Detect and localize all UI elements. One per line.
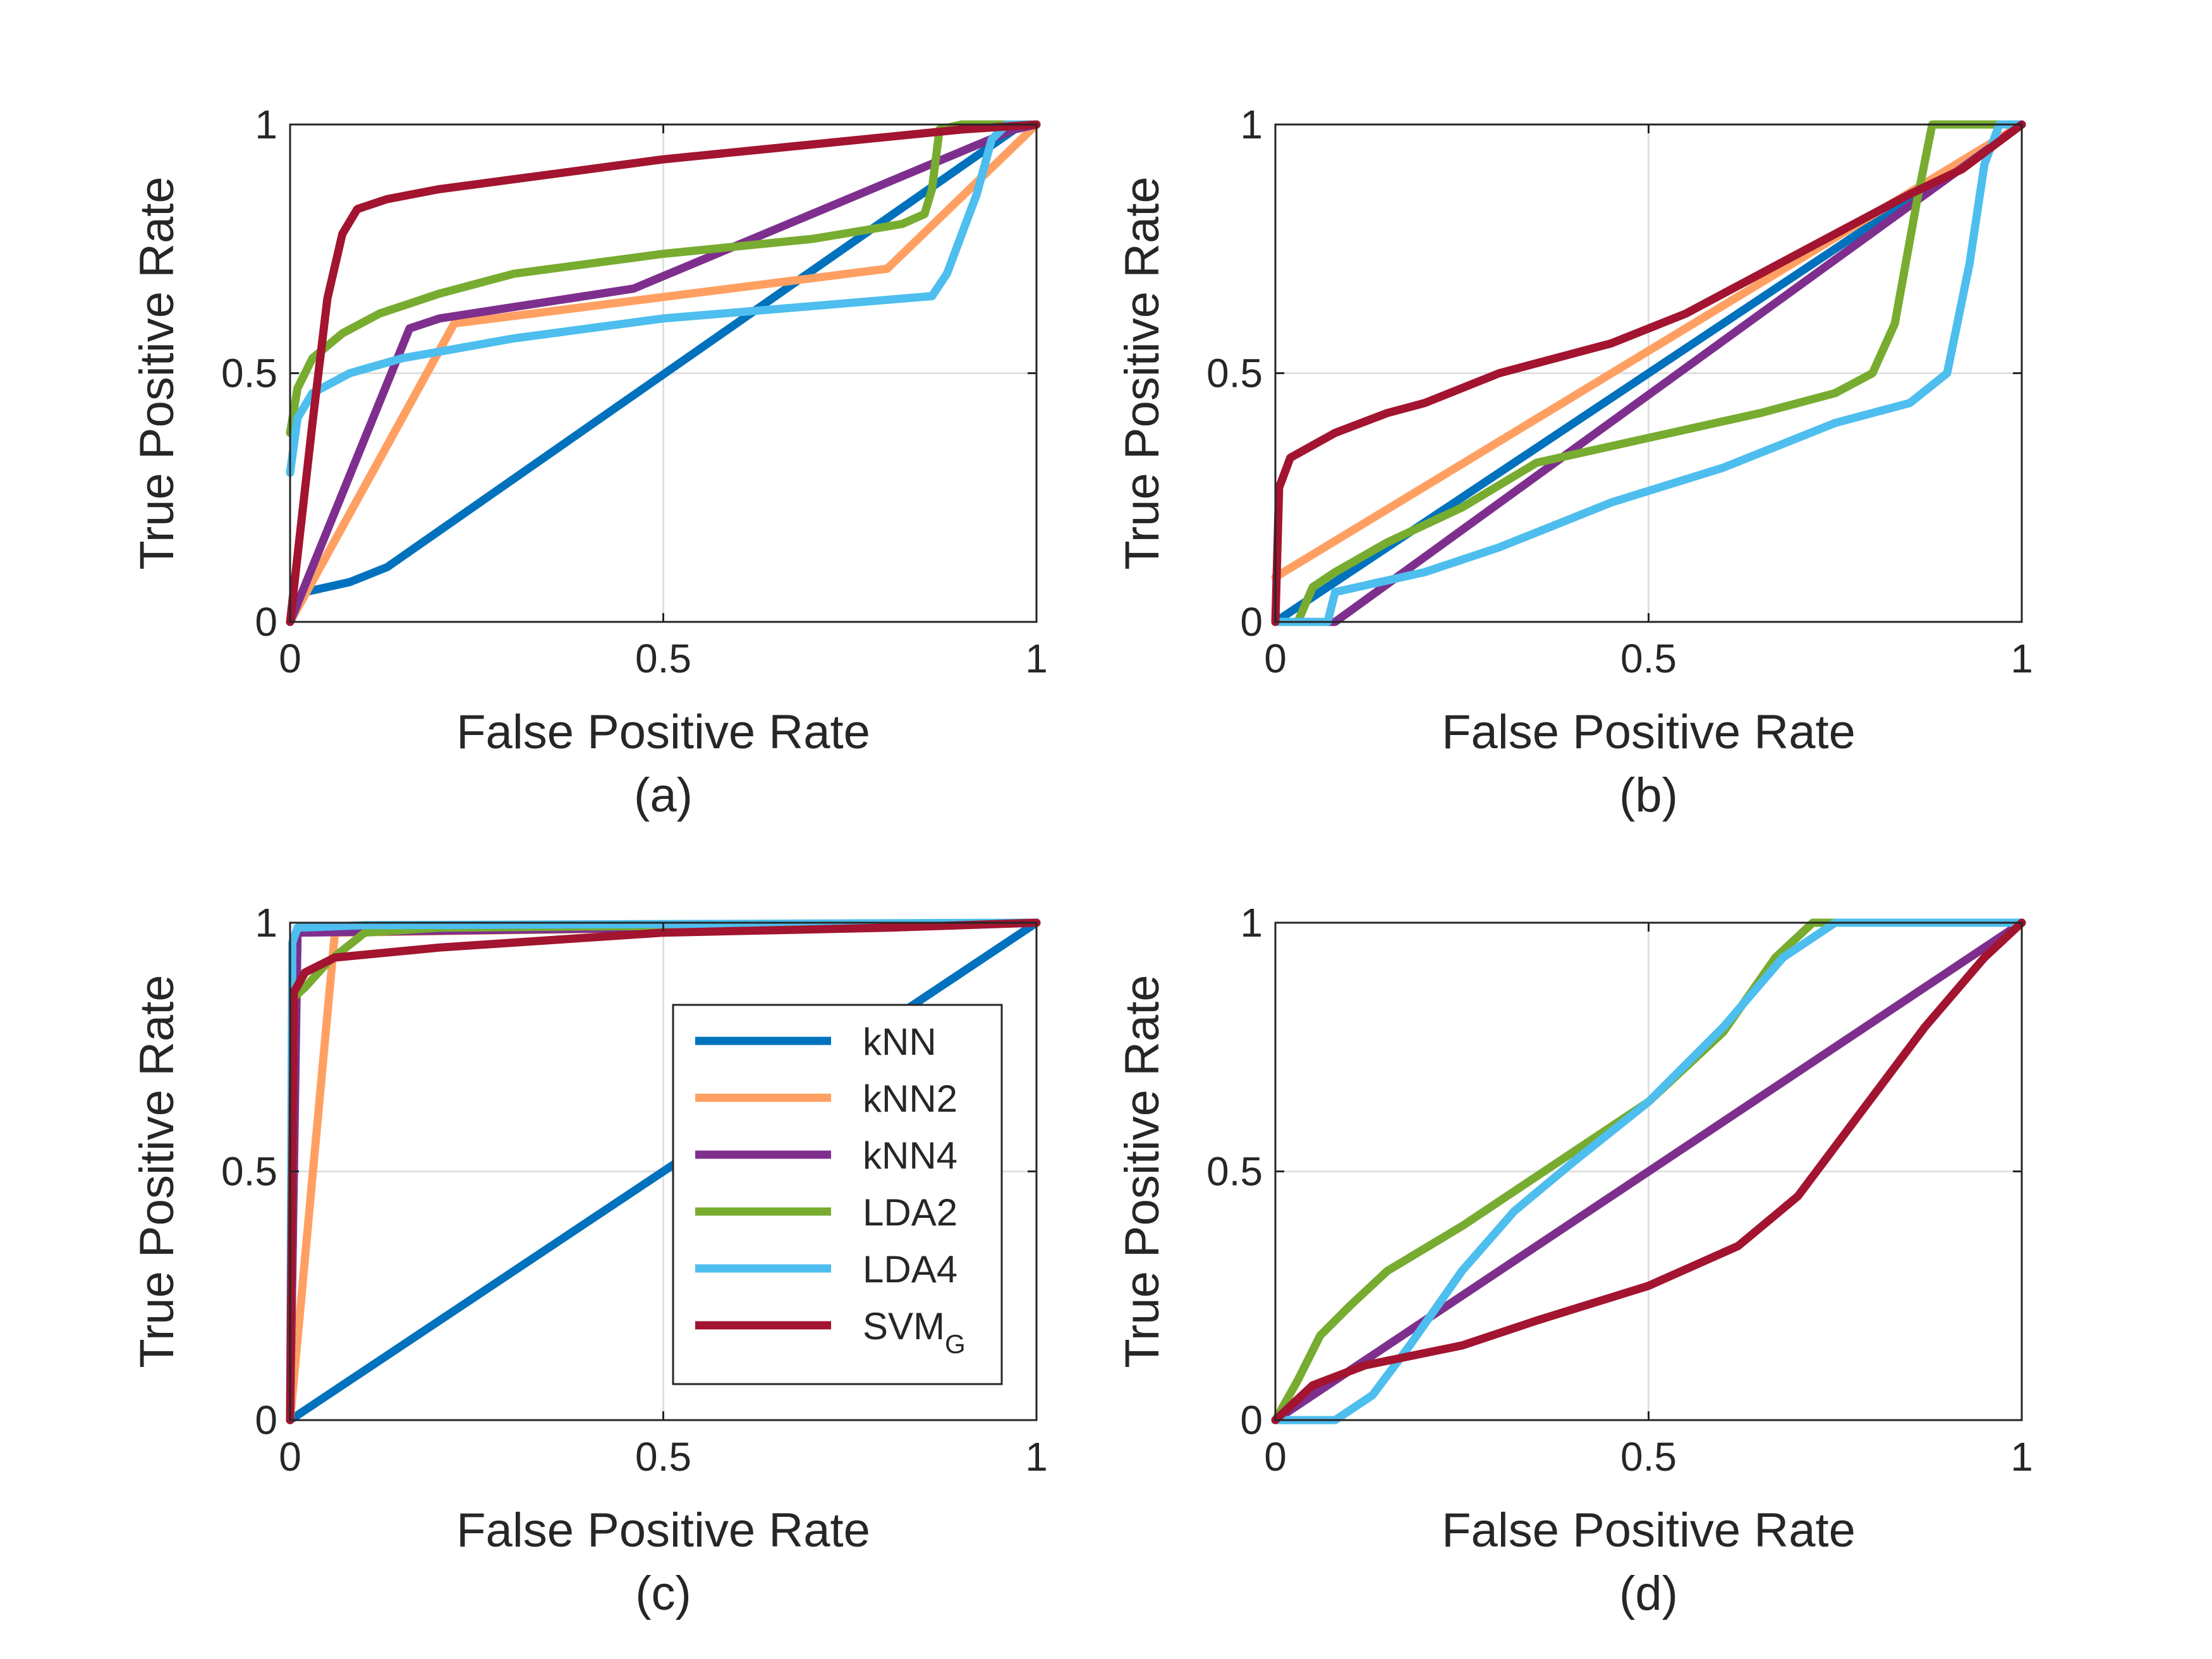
panel-d: 0 0.5 1 0 0.5 1 False Positive Rate True Positi…: [1115, 900, 2033, 1620]
y-tick-label: 0.5: [221, 1149, 277, 1194]
series-line-lda2: [1271, 120, 2026, 626]
panel-caption: (b): [1619, 769, 1678, 822]
x-tick-label: 0: [279, 636, 301, 681]
y-tick-label: 0: [1240, 599, 1263, 645]
x-tick-label: 1: [2010, 636, 2033, 681]
legend-label-knn: kNN: [863, 1021, 937, 1063]
x-tick-label: 1: [1025, 636, 1048, 681]
x-axis-label: False Positive Rate: [456, 1504, 870, 1557]
legend-label-subscript: G: [945, 1329, 966, 1359]
panel-c: 0 0.5 1 0 0.5 1 False Positive Rate True Positi…: [130, 900, 1048, 1620]
x-tick-label: 0.5: [635, 1434, 691, 1480]
x-tick-label: 0: [279, 1434, 301, 1480]
x-axis-label: False Positive Rate: [1442, 705, 1856, 759]
panel-b: 0 0.5 1 0 0.5 1 False Positive Rate True Positi…: [1115, 102, 2033, 822]
y-tick-label: 0.5: [1206, 351, 1263, 396]
series-line-svmg: [286, 918, 1041, 1425]
y-axis-label: True Positive Rate: [130, 176, 184, 569]
y-tick-label: 0.5: [221, 351, 277, 396]
y-tick-label: 0: [255, 1397, 277, 1443]
series-line-svmg: [286, 120, 1041, 626]
y-tick-label: 1: [255, 900, 277, 945]
x-tick-label: 0: [1264, 636, 1287, 681]
series-line-lda4: [1271, 120, 2026, 626]
y-tick-label: 1: [1240, 900, 1263, 945]
legend-label-lda2: LDA2: [863, 1191, 957, 1234]
x-tick-label: 1: [2010, 1434, 2033, 1480]
panel-caption: (c): [635, 1567, 691, 1620]
x-tick-label: 0.5: [635, 636, 691, 681]
x-tick-label: 0: [1264, 1434, 1287, 1480]
legend-label-knn2: kNN2: [863, 1078, 957, 1120]
y-tick-label: 0: [255, 599, 277, 645]
legend-label-knn4: kNN4: [863, 1134, 957, 1177]
x-axis-label: False Positive Rate: [1442, 1504, 1856, 1557]
series-line-lda4: [1271, 918, 2026, 1425]
series-line-svmg: [1271, 918, 2026, 1425]
x-axis-label: False Positive Rate: [456, 705, 870, 759]
legend-box: [672, 1004, 1003, 1385]
series-line-lda2: [1271, 918, 2026, 1425]
y-tick-label: 1: [1240, 102, 1263, 147]
series-line-svmg: [1271, 120, 2026, 626]
legend-label-lda4: LDA4: [863, 1248, 957, 1291]
y-tick-label: 1: [255, 102, 277, 147]
y-axis-label: True Positive Rate: [130, 975, 184, 1368]
series-line-knn4: [1271, 918, 2026, 1425]
panel-caption: (a): [634, 769, 693, 822]
y-tick-label: 0: [1240, 1397, 1263, 1443]
panel-caption: (d): [1619, 1567, 1678, 1620]
y-axis-label: True Positive Rate: [1115, 975, 1169, 1368]
y-axis-label: True Positive Rate: [1115, 176, 1169, 569]
x-tick-label: 0.5: [1620, 636, 1677, 681]
x-tick-label: 1: [1025, 1434, 1048, 1480]
series-line-knn2: [286, 120, 1041, 626]
panel-a: 0 0.5 1 0 0.5 1 False Positive Rate True Positi…: [130, 102, 1048, 822]
series-line-lda4: [286, 120, 1041, 477]
y-tick-label: 0.5: [1206, 1149, 1263, 1194]
x-tick-label: 0.5: [1620, 1434, 1677, 1480]
